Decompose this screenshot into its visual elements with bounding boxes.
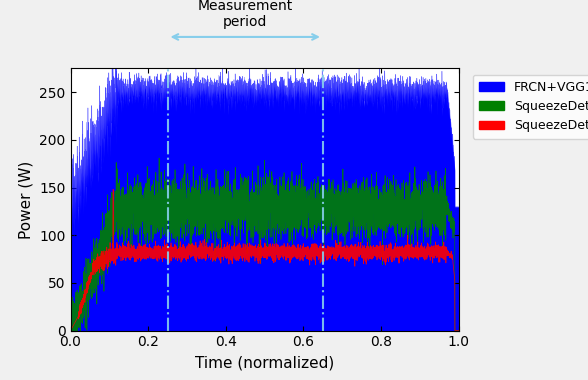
- X-axis label: Time (normalized): Time (normalized): [195, 355, 334, 370]
- Legend: FRCN+VGG16, SqueezeDet+, SqueezeDet: FRCN+VGG16, SqueezeDet+, SqueezeDet: [473, 74, 588, 139]
- Y-axis label: Power (W): Power (W): [19, 160, 34, 239]
- Text: Measurement
period: Measurement period: [198, 0, 293, 29]
